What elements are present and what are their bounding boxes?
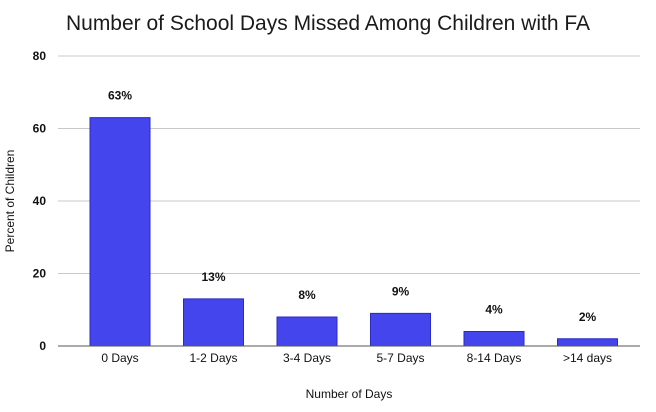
data-label: 63% xyxy=(108,89,132,103)
y-axis-label: Percent of Children xyxy=(3,150,17,253)
y-tick-label: 80 xyxy=(33,49,47,63)
y-tick-label: 20 xyxy=(33,267,47,281)
x-axis-label: Number of Days xyxy=(306,387,393,401)
x-axis-categories: 0 Days 1-2 Days 3-4 Days 5-7 Days 8-14 Days >… xyxy=(101,351,612,365)
bars xyxy=(89,117,618,347)
chart-title: Number of School Days Missed Among Child… xyxy=(66,12,590,35)
data-label: 9% xyxy=(392,284,410,298)
gridlines xyxy=(58,55,640,274)
data-label: 4% xyxy=(485,303,503,317)
x-tick-label: 3-4 Days xyxy=(283,351,331,365)
bar xyxy=(370,312,431,347)
y-tick-label: 40 xyxy=(33,194,47,208)
bar xyxy=(183,298,244,347)
bar xyxy=(463,331,525,347)
bar xyxy=(89,117,151,347)
bar xyxy=(557,338,618,347)
data-label: 13% xyxy=(201,270,225,284)
bar xyxy=(276,316,338,347)
x-tick-label: 5-7 Days xyxy=(376,351,424,365)
data-labels: 63% 13% 8% 9% 4% 2% xyxy=(108,89,597,324)
y-tick-label: 60 xyxy=(33,122,47,136)
y-tick-label: 0 xyxy=(39,339,46,353)
x-tick-label: 8-14 Days xyxy=(467,351,522,365)
x-tick-label: 0 Days xyxy=(101,351,138,365)
data-label: 2% xyxy=(579,310,597,324)
data-label: 8% xyxy=(298,288,316,302)
y-axis-ticks: 0 20 40 60 80 xyxy=(33,49,47,353)
x-tick-label: >14 days xyxy=(563,351,612,365)
x-tick-label: 1-2 Days xyxy=(189,351,237,365)
